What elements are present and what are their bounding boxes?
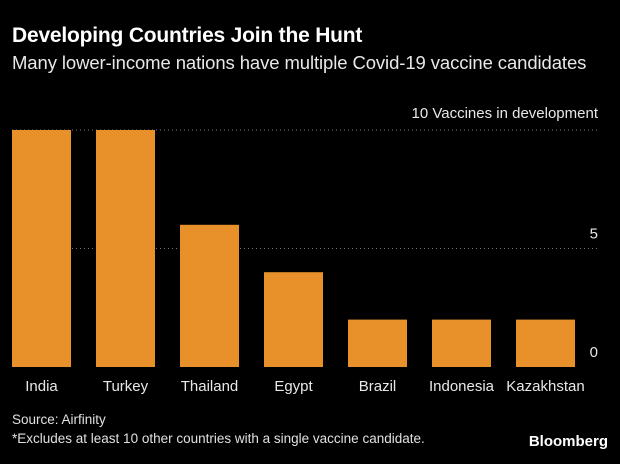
bar-india	[12, 130, 71, 367]
bar-indonesia	[432, 319, 491, 367]
x-tick-label: India	[25, 378, 58, 395]
bar-thailand	[180, 224, 239, 367]
bar-chart: 0 5 10 Vaccines in development India Turkey T…	[12, 105, 600, 395]
x-tick-label: Kazakhstan	[506, 378, 584, 395]
bar-brazil	[348, 319, 407, 367]
x-tick-label: Egypt	[274, 378, 313, 395]
x-tick-label: Thailand	[181, 378, 239, 395]
x-tick-label: Indonesia	[429, 378, 495, 395]
footnote: *Excludes at least 10 other countries wi…	[12, 431, 425, 446]
x-tick-label: Brazil	[359, 378, 397, 395]
y-tick-label: 5	[590, 226, 598, 243]
bar-turkey	[96, 130, 155, 367]
source-note: Source: Airfinity	[12, 412, 106, 427]
chart-subtitle: Many lower-income nations have multiple …	[12, 52, 587, 73]
chart-title: Developing Countries Join the Hunt	[12, 24, 363, 47]
y-tick-label: 10 Vaccines in development	[411, 105, 598, 122]
bar-egypt	[264, 272, 323, 367]
x-tick-label: Turkey	[103, 378, 149, 395]
y-tick-label: 0	[590, 344, 598, 361]
bar-kazakhstan	[516, 319, 575, 367]
bloomberg-logo: Bloomberg	[528, 433, 608, 450]
